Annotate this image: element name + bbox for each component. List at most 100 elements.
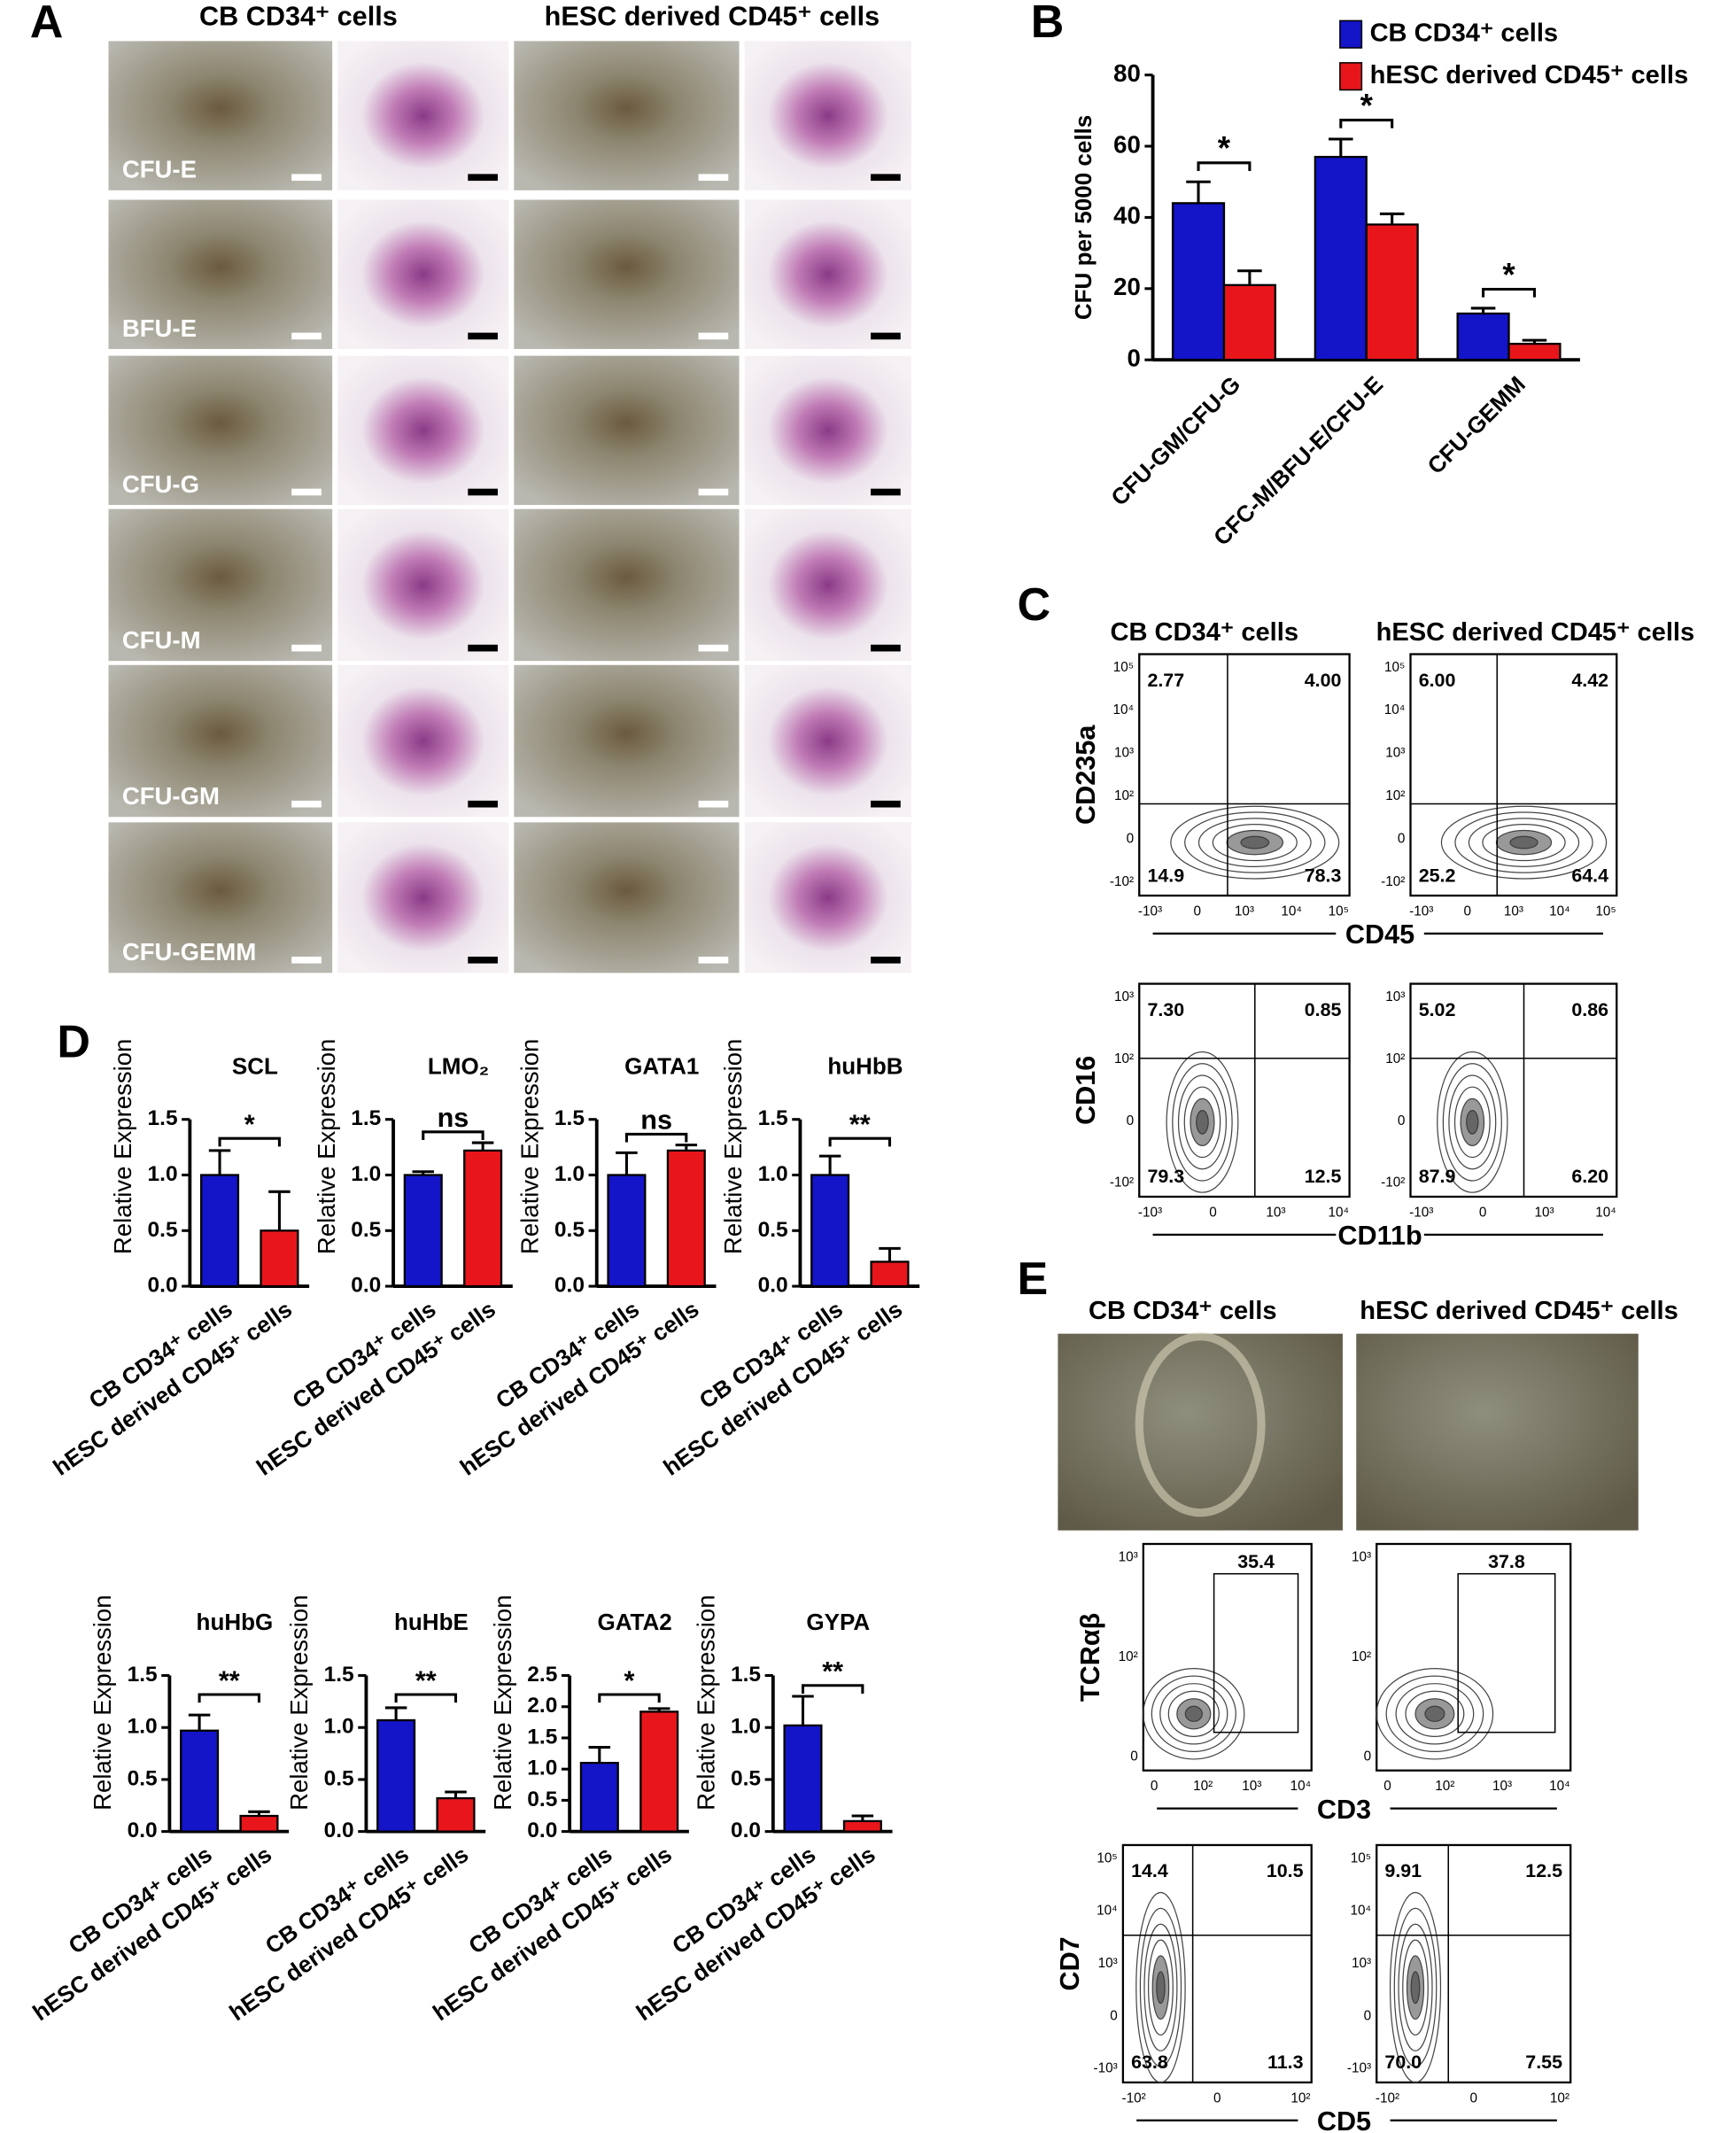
- x-tick-label: hESC derived CD45⁺ cells: [658, 1296, 907, 1481]
- y-tick-label: 10³: [1352, 1549, 1371, 1564]
- quadrant-value: 6.00: [1419, 670, 1456, 691]
- scale-bar: [698, 644, 729, 652]
- significance-bracket: [828, 1136, 892, 1147]
- bar: [1456, 312, 1510, 361]
- significance-label: *: [1502, 256, 1515, 292]
- y-tick-label: 1.0: [554, 1162, 585, 1186]
- error-bar: [1470, 306, 1496, 314]
- micrograph: [514, 508, 740, 662]
- y-tick-label: 2.0: [527, 1694, 557, 1718]
- legend-swatch: [1339, 62, 1363, 91]
- significance-label: *: [244, 1109, 255, 1139]
- y-tick-label: 10²: [1352, 1649, 1371, 1664]
- plot-frame: [1409, 982, 1618, 1198]
- contour: [1197, 818, 1312, 867]
- quadrant-value: 12.5: [1305, 1166, 1342, 1187]
- x-tick-label: 10³: [1235, 904, 1254, 919]
- y-axis-title: CD7: [1055, 1936, 1085, 1990]
- y-tick-label: 10³: [1385, 746, 1405, 761]
- significance-bracket: [1197, 161, 1252, 171]
- x-tick-label: 0: [1209, 1205, 1217, 1220]
- plot-frame: [1121, 1843, 1313, 2084]
- contour: [1184, 811, 1326, 873]
- quadrant-value: 0.86: [1571, 999, 1608, 1020]
- y-tick-label: 10⁵: [1351, 1850, 1371, 1865]
- y-tick-label: 10⁵: [1097, 1850, 1117, 1865]
- x-tick-label: CFU-GEMM: [1422, 371, 1531, 479]
- y-tick-label: 0: [1110, 2008, 1118, 2023]
- y-tick-label: 1.0: [128, 1715, 158, 1739]
- contour: [1389, 1891, 1442, 2083]
- quadrant-value: 7.55: [1525, 2052, 1562, 2073]
- contour: [1448, 1074, 1497, 1170]
- contour: [1143, 1923, 1178, 2052]
- x-tick-label: hESC derived CD45⁺ cells: [632, 1841, 880, 2026]
- x-axis-title: CD5: [1317, 2106, 1371, 2133]
- y-axis-title: Relative Expression: [693, 1594, 720, 1810]
- micrograph: [337, 664, 509, 818]
- contour: [1139, 1907, 1182, 2067]
- y-tick-label: 0.0: [351, 1274, 381, 1298]
- x-tick-label: 10³: [1535, 1205, 1554, 1220]
- contour: [1190, 1098, 1215, 1146]
- x-tick-label: -10³: [1138, 904, 1162, 919]
- y-tick-label: 0: [1130, 1749, 1138, 1764]
- y-tick-label: 10⁵: [1113, 660, 1134, 675]
- y-tick-label: 0.5: [527, 1788, 557, 1811]
- y-tick-label: 10²: [1114, 788, 1134, 803]
- contour: [1442, 1063, 1502, 1182]
- scale-bar: [291, 488, 322, 496]
- contour: [1468, 818, 1580, 867]
- column-header: hESC derived CD45⁺ cells: [1376, 618, 1695, 647]
- micrograph: [108, 664, 333, 818]
- y-tick-label: 1.0: [324, 1715, 354, 1739]
- scale-bar: [871, 800, 901, 808]
- y-tick-label: 1.5: [128, 1663, 158, 1687]
- chart-title: LMO₂: [428, 1052, 489, 1079]
- legend-label: hESC derived CD45⁺ cells: [1370, 61, 1689, 89]
- significance-bracket: [1339, 119, 1394, 128]
- contour: [1454, 811, 1593, 873]
- y-tick-label: 1.0: [758, 1162, 788, 1186]
- plot-frame: [1409, 653, 1618, 897]
- scale-bar: [698, 956, 729, 964]
- x-tick-label: 10²: [1193, 1779, 1213, 1794]
- y-tick-label: 0: [1398, 1113, 1406, 1129]
- contour: [1405, 1690, 1465, 1737]
- bar: [376, 1718, 416, 1833]
- micrograph: [744, 355, 911, 506]
- significance-label: ns: [640, 1105, 672, 1136]
- x-tick-label: 10⁵: [1329, 904, 1349, 919]
- error-bar: [818, 1154, 841, 1175]
- contour: [1414, 1698, 1455, 1730]
- contour: [1172, 1063, 1233, 1182]
- y-tick-label: 1.5: [351, 1106, 381, 1130]
- y-tick-label: 20: [1113, 273, 1141, 300]
- bar: [666, 1149, 706, 1288]
- micrograph: [337, 41, 509, 190]
- legend-swatch: [1339, 19, 1363, 49]
- contour: [1482, 824, 1566, 862]
- y-tick-label: 10³: [1114, 989, 1134, 1004]
- y-tick-label: 10³: [1385, 989, 1405, 1004]
- scale-bar: [468, 174, 498, 182]
- contour: [1495, 829, 1553, 856]
- scale-bar: [871, 956, 901, 964]
- bar: [1507, 342, 1562, 361]
- contour: [1143, 1668, 1245, 1760]
- scale-bar: [871, 644, 901, 652]
- significance-label: *: [1360, 87, 1374, 123]
- bar: [239, 1814, 279, 1833]
- y-tick-label: 0.5: [554, 1218, 585, 1242]
- y-tick-label: -10²: [1381, 1175, 1405, 1191]
- y-axis-title: Relative Expression: [285, 1594, 313, 1810]
- contour: [1170, 805, 1340, 880]
- row-label: CFU-M: [122, 626, 201, 654]
- x-tick-label: CFU-GM/CFU-G: [1105, 371, 1245, 511]
- contour: [1376, 1668, 1494, 1760]
- y-tick-label: 0: [1127, 1113, 1135, 1129]
- scale-bar: [871, 488, 901, 496]
- contour: [1183, 1086, 1221, 1159]
- micrograph: [514, 822, 740, 973]
- quadrant-value: 4.00: [1305, 670, 1342, 691]
